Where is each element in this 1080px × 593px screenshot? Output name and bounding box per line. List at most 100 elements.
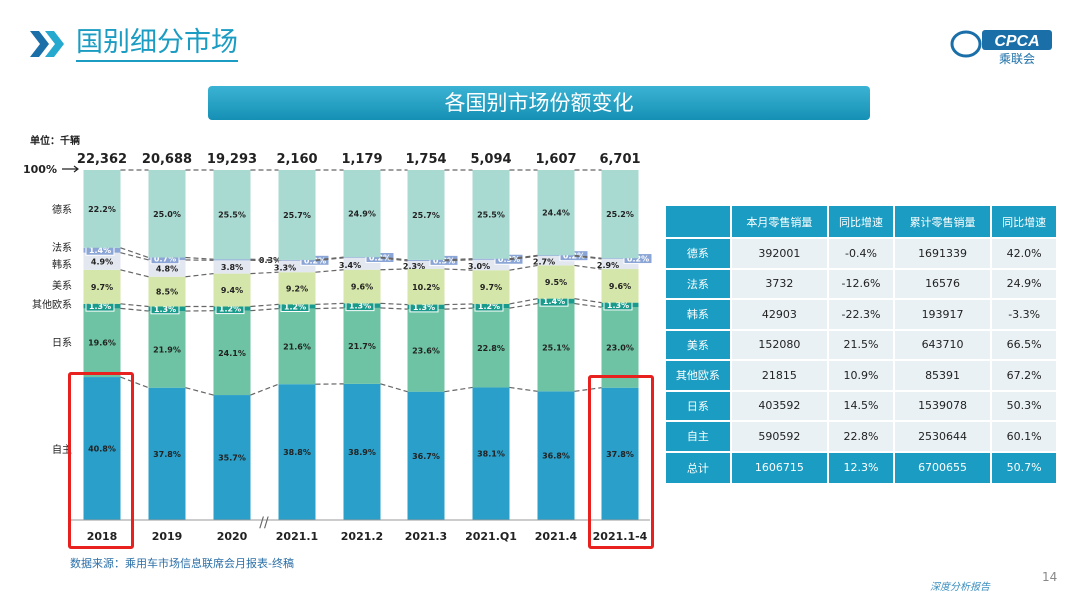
data-label: 1.2% bbox=[284, 303, 306, 312]
data-label: 25.1% bbox=[542, 343, 570, 352]
data-label: 36.8% bbox=[542, 452, 570, 461]
bar-segment-法系 bbox=[537, 255, 575, 257]
series-label: 法系 bbox=[52, 241, 72, 254]
table-cell: 24.9% bbox=[992, 269, 1056, 298]
data-label: 1.3% bbox=[413, 303, 435, 312]
bar-segment-自主 bbox=[83, 377, 121, 520]
connector-line bbox=[380, 383, 408, 393]
chart-banner-title: 各国别市场份额变化 bbox=[208, 86, 870, 120]
bar-segment-自主 bbox=[407, 391, 445, 520]
table-cell: 3732 bbox=[731, 269, 828, 298]
data-label: 21.7% bbox=[348, 342, 376, 351]
data-label: 0.2% bbox=[563, 252, 585, 261]
total-label: 20,688 bbox=[142, 152, 192, 167]
connector-line bbox=[250, 271, 279, 275]
footer-text: 深度分析报告 bbox=[930, 582, 990, 593]
table-cell: 1606715 bbox=[731, 452, 828, 483]
bar-segment-自主 bbox=[148, 387, 186, 520]
data-label: 21.9% bbox=[153, 345, 181, 354]
data-label: 21.6% bbox=[283, 342, 311, 351]
bar-segment-美系 bbox=[407, 268, 445, 305]
connector-line bbox=[250, 383, 279, 396]
category-label: 2018 bbox=[87, 530, 118, 543]
bar-segment-德系 bbox=[343, 170, 381, 258]
data-label: 25.5% bbox=[218, 211, 246, 220]
row-label: 德系 bbox=[666, 239, 730, 268]
data-label: 37.8% bbox=[606, 450, 634, 459]
table-cell: -22.3% bbox=[829, 300, 893, 329]
connector-line bbox=[120, 303, 149, 308]
data-label: 25.7% bbox=[283, 211, 311, 220]
data-label: 2.9% bbox=[597, 261, 619, 270]
data-label: 9.2% bbox=[286, 284, 308, 293]
data-label: 8.5% bbox=[156, 288, 178, 297]
bar-segment-自主 bbox=[601, 387, 639, 520]
connector-line bbox=[509, 255, 538, 261]
bar-segment-日系 bbox=[343, 307, 381, 384]
row-label: 法系 bbox=[666, 269, 730, 298]
connector-line bbox=[250, 258, 279, 261]
bar-segment-韩系 bbox=[278, 260, 316, 273]
connector-line bbox=[509, 254, 538, 260]
bar-segment-日系 bbox=[83, 308, 121, 378]
bar-segment-韩系 bbox=[83, 252, 121, 270]
connector-line bbox=[509, 264, 538, 271]
svg-text:乘联会: 乘联会 bbox=[999, 52, 1035, 66]
table-cell: 42903 bbox=[731, 300, 828, 329]
data-label: 22.8% bbox=[477, 344, 505, 353]
table-row: 韩系 42903 -22.3% 193917 -3.3% bbox=[666, 300, 1056, 329]
bar-segment-韩系 bbox=[601, 258, 639, 270]
bar-segment-德系 bbox=[537, 170, 575, 256]
table-cell: 10.9% bbox=[829, 361, 893, 390]
data-label: 4.9% bbox=[91, 257, 113, 266]
data-label: 9.6% bbox=[351, 283, 373, 292]
table-cell: 403592 bbox=[731, 391, 828, 420]
bar-segment-德系 bbox=[601, 170, 639, 259]
total-label: 6,701 bbox=[599, 152, 640, 167]
connector-line bbox=[444, 259, 473, 262]
connector-line bbox=[380, 302, 408, 306]
bar-segment-韩系 bbox=[407, 260, 445, 269]
data-label: 3.4% bbox=[339, 261, 361, 270]
bar-segment-法系 bbox=[601, 258, 639, 259]
table-row: 日系 403592 14.5% 1539078 50.3% bbox=[666, 391, 1056, 420]
data-label: 3.8% bbox=[221, 263, 243, 272]
connector-line bbox=[120, 269, 149, 278]
connector-line bbox=[444, 268, 473, 271]
bar-segment-美系 bbox=[343, 269, 381, 304]
table-cell: 2530644 bbox=[894, 422, 991, 451]
data-label: 1.3% bbox=[89, 302, 111, 311]
double-chevron-right-icon bbox=[30, 31, 64, 57]
bar-segment-美系 bbox=[472, 270, 510, 304]
table-row: 法系 3732 -12.6% 16576 24.9% bbox=[666, 269, 1056, 298]
data-label: 9.5% bbox=[545, 278, 567, 287]
data-label: 38.8% bbox=[283, 448, 311, 457]
table-cell: 152080 bbox=[731, 330, 828, 359]
page-title: 国别细分市场 bbox=[76, 26, 238, 62]
connector-line bbox=[574, 264, 602, 270]
category-label: 2020 bbox=[217, 530, 248, 543]
table-row: 总计 1606715 12.3% 6700655 50.7% bbox=[666, 452, 1056, 483]
highlight-box-2021-1-4 bbox=[588, 375, 654, 549]
row-label: 总计 bbox=[666, 452, 730, 483]
data-label: 25.5% bbox=[477, 210, 505, 219]
highlight-box-2018 bbox=[68, 372, 134, 549]
table-header: 同比增速 bbox=[829, 206, 893, 237]
data-label: 1.2% bbox=[478, 302, 500, 311]
series-label: 日系 bbox=[52, 337, 72, 349]
row-label: 日系 bbox=[666, 391, 730, 420]
table-cell: 643710 bbox=[894, 330, 991, 359]
bar-segment-日系 bbox=[213, 310, 251, 396]
connector-line bbox=[509, 298, 538, 305]
data-label: 0.3% bbox=[433, 256, 455, 265]
data-label: 3.3% bbox=[274, 263, 296, 272]
category-label: 2021.3 bbox=[405, 530, 447, 543]
sales-table: 本月零售销量 同比增速 累计零售销量 同比增速 德系 392001 -0.4% 169133… bbox=[664, 204, 1058, 485]
page-number: 14 bbox=[1042, 570, 1058, 584]
connector-line bbox=[574, 254, 602, 259]
bar-segment-法系 bbox=[213, 259, 251, 261]
bar-segment-法系 bbox=[278, 259, 316, 261]
series-label: 美系 bbox=[52, 279, 72, 292]
bar-segment-法系 bbox=[472, 258, 510, 260]
data-label: 24.4% bbox=[542, 209, 570, 218]
